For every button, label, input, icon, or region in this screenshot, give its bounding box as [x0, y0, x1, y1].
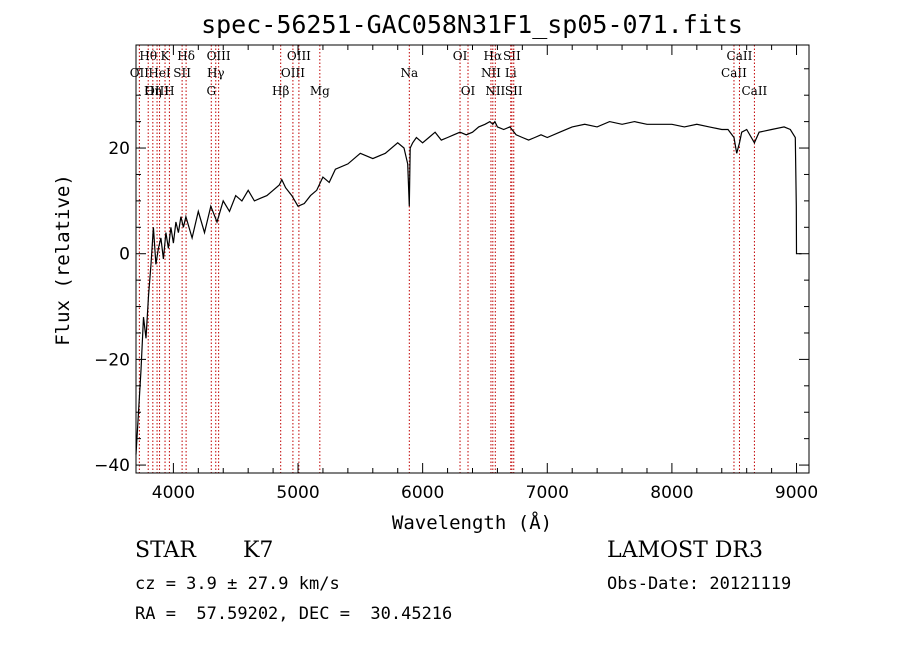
- marker-label: Na: [400, 66, 418, 80]
- y-axis-label: Flux (relative): [52, 174, 74, 346]
- marker-label: OII: [130, 66, 150, 80]
- spectrum-line: [135, 120, 802, 455]
- marker-label: CaII: [721, 66, 747, 80]
- survey-name: LAMOST DR3: [607, 538, 763, 563]
- marker-label: NII: [481, 66, 501, 80]
- plot-frame: [135, 44, 810, 474]
- object-subclass: K7: [243, 538, 274, 563]
- obs-date: Obs-Date: 20121119: [607, 574, 792, 594]
- marker-label: OIII: [207, 49, 231, 63]
- y-axis: 20 0 −20 −40: [94, 68, 809, 476]
- x-tick-label: 7000: [526, 483, 569, 503]
- marker-label: Hθ: [139, 49, 157, 63]
- marker-label: OIII: [281, 66, 305, 80]
- y-tick-label: 20: [108, 139, 130, 159]
- object-class: STAR: [135, 538, 196, 563]
- marker-label: Hα: [484, 49, 503, 63]
- marker-label: H: [164, 84, 174, 98]
- redshift-text: cz = 3.9 ± 27.9 km/s: [135, 574, 340, 594]
- marker-label: HeI: [148, 66, 171, 80]
- x-axis: 4000 5000 6000 7000 8000 9000: [152, 45, 818, 503]
- y-tick-label: −20: [94, 350, 130, 370]
- x-axis-label: Wavelength (Å): [392, 511, 552, 534]
- marker-label: NII: [485, 84, 505, 98]
- x-tick-label: 9000: [775, 483, 818, 503]
- y-tick-label: −40: [94, 456, 130, 476]
- spectrum-series: [135, 120, 802, 455]
- marker-label: G: [206, 84, 216, 98]
- marker-label: Li: [505, 66, 517, 80]
- marker-label: Hδ: [177, 49, 195, 63]
- marker-label: SII: [173, 66, 191, 80]
- emission-line-markers: OIIHθHηOIIIHeIKHSIIHδGHγOIIIHβOIIIOIIIMg…: [130, 45, 768, 473]
- marker-label: OI: [461, 84, 476, 98]
- y-tick-label: 0: [119, 245, 130, 265]
- coordinates: RA = 57.59202, DEC = 30.45216: [135, 604, 453, 624]
- marker-label: SII: [503, 49, 521, 63]
- marker-label: OI: [453, 49, 468, 63]
- marker-label: Hβ: [272, 84, 289, 98]
- marker-label: OIII: [287, 49, 311, 63]
- marker-label: K: [161, 49, 171, 63]
- marker-label: CaII: [741, 84, 767, 98]
- marker-label: CaII: [727, 49, 753, 63]
- x-tick-label: 5000: [276, 483, 319, 503]
- marker-label: OIII: [145, 84, 169, 98]
- marker-label: Mg: [310, 84, 330, 98]
- x-tick-label: 4000: [152, 483, 195, 503]
- chart-title: spec-56251-GAC058N31F1_sp05-071.fits: [201, 10, 743, 39]
- x-tick-label: 6000: [401, 483, 444, 503]
- x-tick-label: 8000: [650, 483, 693, 503]
- marker-label: Hγ: [207, 66, 225, 80]
- marker-label: SII: [505, 84, 523, 98]
